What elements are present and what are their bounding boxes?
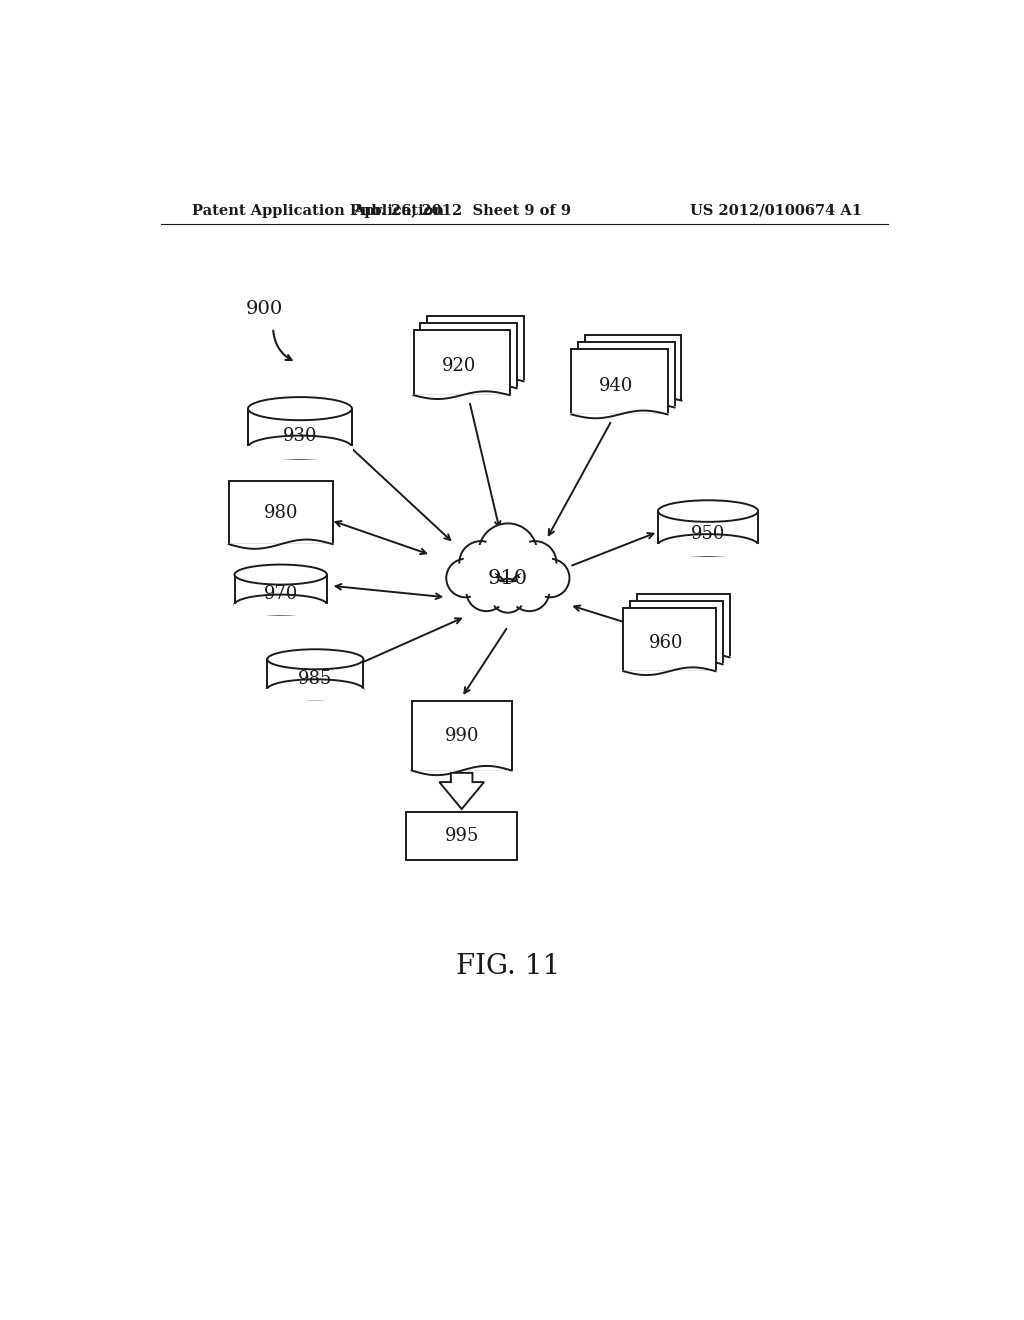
Circle shape <box>470 574 503 607</box>
Circle shape <box>509 572 550 611</box>
FancyBboxPatch shape <box>571 348 668 414</box>
Circle shape <box>450 562 481 594</box>
Circle shape <box>531 558 569 597</box>
FancyBboxPatch shape <box>414 330 510 395</box>
Text: 910: 910 <box>487 569 528 587</box>
FancyBboxPatch shape <box>406 812 517 859</box>
Ellipse shape <box>234 594 327 615</box>
Circle shape <box>517 545 553 581</box>
Text: FIG. 11: FIG. 11 <box>456 953 560 981</box>
Text: 940: 940 <box>599 376 634 395</box>
Text: 985: 985 <box>298 671 333 688</box>
Text: 995: 995 <box>444 828 479 845</box>
FancyBboxPatch shape <box>586 335 682 400</box>
FancyBboxPatch shape <box>247 446 352 459</box>
Circle shape <box>490 578 525 612</box>
Text: Patent Application Publication: Patent Application Publication <box>193 203 444 218</box>
FancyBboxPatch shape <box>658 511 758 545</box>
Text: 920: 920 <box>441 358 476 375</box>
FancyBboxPatch shape <box>228 480 333 544</box>
Text: 930: 930 <box>283 426 317 445</box>
Polygon shape <box>439 774 484 809</box>
FancyBboxPatch shape <box>657 544 759 557</box>
Ellipse shape <box>658 535 758 556</box>
Circle shape <box>460 541 503 585</box>
FancyBboxPatch shape <box>412 701 512 771</box>
Circle shape <box>535 562 566 594</box>
Ellipse shape <box>267 680 364 700</box>
Text: US 2012/0100674 A1: US 2012/0100674 A1 <box>690 203 862 218</box>
FancyBboxPatch shape <box>421 323 517 388</box>
Text: 900: 900 <box>246 300 284 318</box>
Ellipse shape <box>248 436 352 459</box>
FancyBboxPatch shape <box>234 574 327 605</box>
FancyBboxPatch shape <box>637 594 730 657</box>
Circle shape <box>513 574 546 607</box>
Ellipse shape <box>267 649 364 669</box>
Circle shape <box>478 524 538 582</box>
Circle shape <box>463 545 499 581</box>
Text: 960: 960 <box>649 635 684 652</box>
Text: 970: 970 <box>263 585 298 603</box>
Circle shape <box>446 558 484 597</box>
FancyBboxPatch shape <box>631 601 723 664</box>
FancyBboxPatch shape <box>248 409 352 447</box>
FancyBboxPatch shape <box>267 659 364 689</box>
FancyBboxPatch shape <box>427 315 523 381</box>
Text: 990: 990 <box>444 727 479 744</box>
Circle shape <box>494 582 522 610</box>
Text: Apr. 26, 2012  Sheet 9 of 9: Apr. 26, 2012 Sheet 9 of 9 <box>352 203 570 218</box>
Ellipse shape <box>658 500 758 521</box>
Text: 980: 980 <box>263 504 298 521</box>
FancyBboxPatch shape <box>624 609 716 671</box>
Circle shape <box>484 528 531 577</box>
Circle shape <box>466 572 506 611</box>
Circle shape <box>513 541 556 585</box>
Ellipse shape <box>248 397 352 420</box>
FancyBboxPatch shape <box>266 689 365 700</box>
Text: 950: 950 <box>691 525 725 543</box>
Ellipse shape <box>234 565 327 585</box>
FancyBboxPatch shape <box>579 342 675 408</box>
FancyBboxPatch shape <box>233 603 328 615</box>
